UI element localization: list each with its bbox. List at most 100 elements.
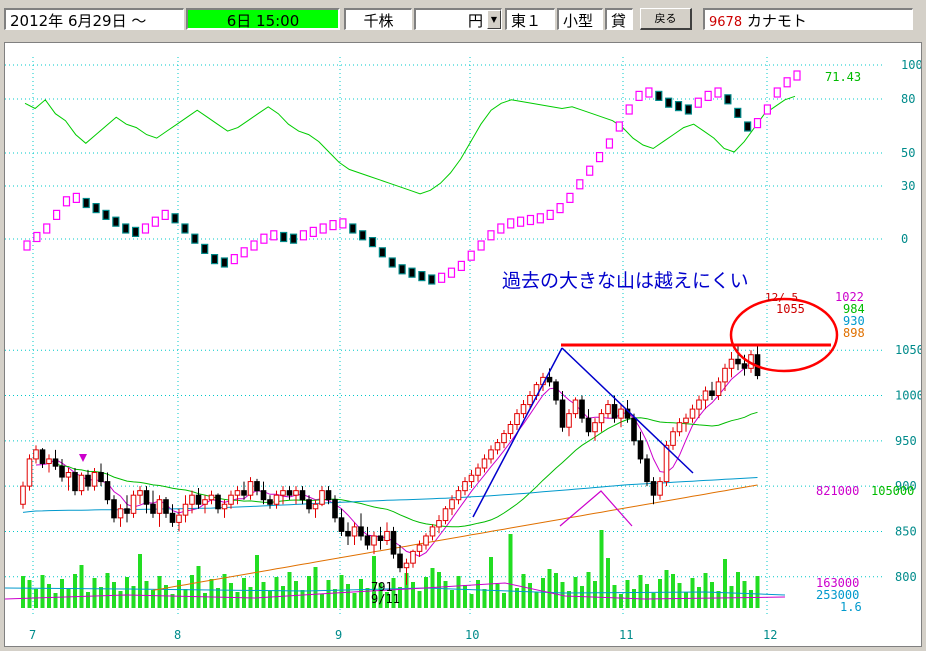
- pf-down-block: [92, 203, 100, 214]
- candle-body: [325, 490, 332, 501]
- market-field: 東１: [505, 8, 555, 30]
- volume-bar: [398, 587, 402, 608]
- candle-body: [631, 417, 637, 442]
- candle-body: [566, 413, 572, 428]
- volume-bar: [658, 579, 662, 608]
- x-month-label: 10: [465, 628, 479, 642]
- volume-bar: [495, 584, 500, 608]
- candle-body: [527, 395, 533, 406]
- volume-bar: [268, 591, 272, 608]
- pf-up-block: [773, 87, 781, 98]
- volume-bar: [534, 592, 539, 608]
- chevron-down-icon[interactable]: ▼: [487, 10, 501, 29]
- price-value-label: 984: [843, 302, 865, 316]
- pf-down-block: [131, 226, 140, 237]
- candle-body: [702, 390, 709, 401]
- candle-body: [553, 381, 559, 401]
- volume-bar: [333, 589, 337, 608]
- pf-up-block: [595, 151, 604, 163]
- candle-body: [670, 431, 676, 446]
- volume-bar: [170, 594, 175, 608]
- volume-bar: [183, 589, 188, 608]
- volume-bar: [651, 593, 656, 608]
- volume-bar: [547, 569, 552, 608]
- pf-down-block: [744, 121, 752, 132]
- osc-axis-label: 30: [901, 179, 915, 193]
- pf-down-block: [398, 264, 406, 275]
- candle-body: [358, 526, 364, 537]
- candle-body: [306, 499, 312, 510]
- candle-body: [241, 490, 247, 496]
- volume-bar: [443, 581, 448, 608]
- candle-body: [644, 458, 650, 483]
- volume-bar: [320, 594, 324, 608]
- candle-body: [592, 422, 598, 433]
- volume-bar: [326, 580, 331, 608]
- volume-bar: [476, 580, 480, 608]
- candle-body: [618, 408, 624, 419]
- candle-body: [189, 494, 195, 505]
- candle-body: [429, 526, 436, 537]
- candle-body: [111, 499, 117, 519]
- volume-bar: [482, 589, 487, 608]
- candle-body: [663, 444, 670, 483]
- volume-bar: [79, 565, 84, 608]
- candle-body: [598, 413, 605, 424]
- pf-up-block: [329, 220, 337, 231]
- back-button[interactable]: 戻る: [640, 8, 692, 30]
- volume-bar: [203, 593, 207, 608]
- volume-bar: [229, 583, 233, 608]
- pf-up-block: [783, 77, 791, 88]
- pf-down-block: [674, 100, 683, 112]
- price-axis-label: 850: [895, 524, 917, 538]
- volume-bar: [755, 576, 760, 608]
- pf-up-block: [507, 218, 515, 229]
- price-value-label: 1022: [835, 290, 864, 304]
- volume-bar: [86, 592, 90, 608]
- volume-bar: [372, 556, 376, 608]
- code-field[interactable]: 9678 カナモト: [703, 8, 913, 30]
- candle-body: [254, 481, 260, 492]
- candle-body: [124, 508, 130, 514]
- pf-up-block: [763, 104, 771, 115]
- pf-up-block: [309, 226, 317, 237]
- volume-bar: [131, 586, 136, 608]
- candle-body: [416, 544, 423, 552]
- volume-bar: [307, 576, 311, 608]
- volume-bar: [40, 575, 45, 608]
- pf-down-block: [82, 197, 90, 209]
- candle-body: [475, 467, 481, 476]
- candle-body: [143, 490, 150, 505]
- highlight-circle: [729, 297, 839, 373]
- price-value-label: 930: [843, 314, 865, 328]
- candle-body: [397, 553, 403, 569]
- candle-body: [332, 499, 338, 519]
- pf-down-block: [349, 223, 357, 234]
- candle-body: [65, 472, 72, 478]
- volume-bar: [157, 576, 162, 608]
- candle-body: [319, 490, 325, 505]
- pf-down-block: [665, 97, 673, 108]
- volume-bar: [216, 588, 220, 608]
- pf-up-block: [526, 214, 535, 226]
- unit-field[interactable]: 千株: [344, 8, 412, 30]
- candle-body: [390, 530, 397, 555]
- candle-body: [234, 490, 241, 496]
- currency-select[interactable]: 円: [414, 8, 502, 30]
- volume-bar: [151, 590, 155, 608]
- pf-up-block: [260, 233, 268, 244]
- pf-up-block: [250, 240, 258, 251]
- candle-body: [150, 503, 156, 514]
- pf-up-block: [230, 254, 238, 265]
- volume-bar: [21, 576, 25, 608]
- price-axis-label: 900: [895, 479, 917, 493]
- volume-bar: [664, 570, 669, 608]
- pf-up-block: [635, 90, 643, 102]
- candle-body: [59, 465, 65, 478]
- candle-body: [481, 458, 488, 469]
- pf-up-block: [43, 223, 51, 234]
- candle-body: [676, 422, 683, 433]
- stock-name: カナモト: [746, 12, 807, 30]
- volume-label: 1.6: [840, 600, 862, 614]
- volume-bar: [352, 593, 357, 608]
